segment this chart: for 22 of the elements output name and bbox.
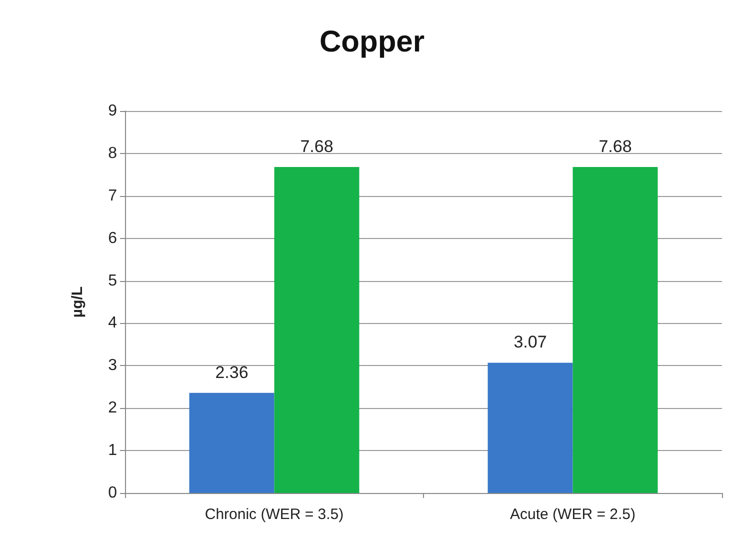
y-tick-label: 8 — [108, 144, 118, 162]
y-tick-label: 3 — [108, 357, 118, 374]
y-tick-label: 7 — [108, 187, 118, 204]
x-tick-label: Acute (WER = 2.5) — [510, 506, 636, 523]
y-tick-label: 0 — [108, 484, 118, 502]
y-tick-label: 9 — [108, 102, 118, 120]
data-label: 7.68 — [598, 137, 632, 156]
y-tick-label: 5 — [108, 272, 118, 290]
y-tick-label: 6 — [108, 230, 118, 247]
data-label: 3.07 — [514, 332, 547, 352]
bar — [572, 167, 658, 493]
y-tick-label: 1 — [108, 442, 118, 460]
y-axis-title: µg/L — [69, 286, 86, 318]
data-label: 7.68 — [300, 137, 334, 156]
bar — [189, 392, 274, 493]
data-label: 2.36 — [215, 362, 248, 382]
x-tick-label: Chronic (WER = 3.5) — [204, 506, 344, 523]
bar — [488, 362, 573, 493]
chart-title: Copper — [320, 26, 425, 58]
y-tick-label: 4 — [108, 314, 118, 332]
y-tick-label: 2 — [108, 400, 118, 417]
bar — [274, 167, 360, 493]
